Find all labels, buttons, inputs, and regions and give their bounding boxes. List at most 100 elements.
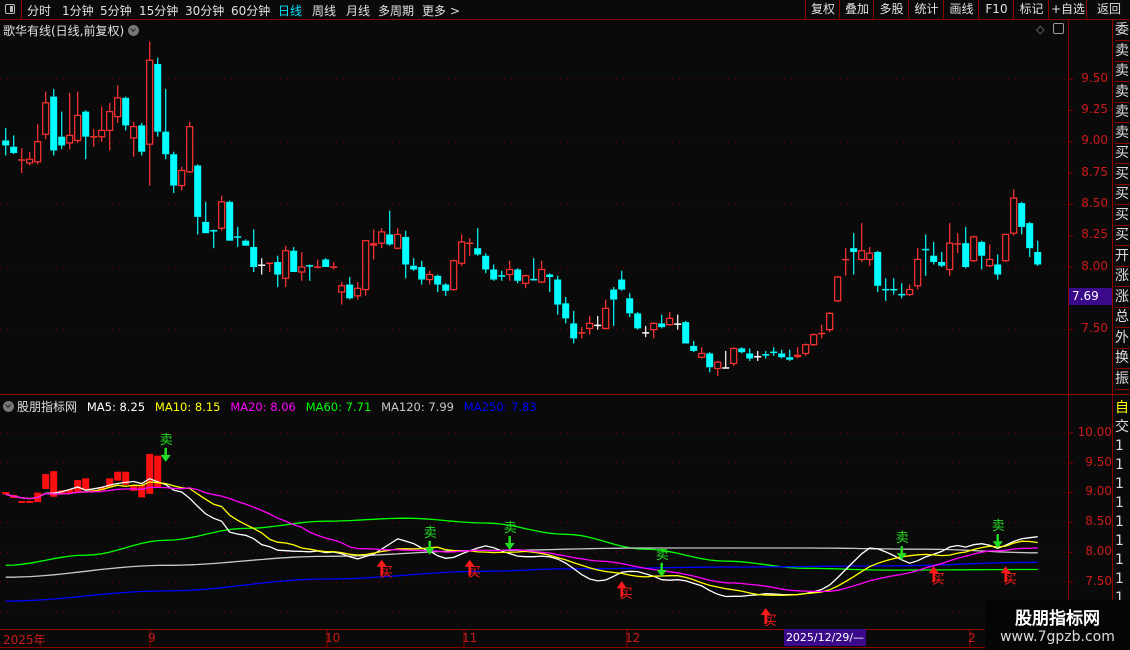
- indicator-legend: 股朋指标网 MA5: 8.25 MA10: 8.15 MA20: 8.06 MA…: [3, 398, 543, 415]
- tab-multi-period[interactable]: 多周期: [378, 4, 415, 18]
- candle-body: [746, 353, 754, 359]
- candle: [858, 223, 866, 262]
- tab-monthly[interactable]: 月线: [346, 4, 371, 18]
- tab-15min[interactable]: 15分钟: [139, 4, 179, 18]
- candle-body: [946, 242, 954, 271]
- candle: [786, 349, 794, 361]
- y-tick: 7.50: [1085, 574, 1112, 588]
- tab-weekly[interactable]: 周线: [312, 4, 337, 18]
- candle-body: [202, 221, 210, 234]
- candle-body: [914, 258, 922, 287]
- info-tab[interactable]: 买: [1115, 184, 1130, 205]
- candle-body: [754, 355, 762, 358]
- chevron-down-icon[interactable]: [128, 25, 140, 36]
- back-button[interactable]: 返回: [1086, 0, 1130, 19]
- statistics-button[interactable]: 统计: [908, 0, 944, 19]
- candle-body: [738, 348, 746, 353]
- candle: [626, 293, 634, 318]
- candle: [554, 275, 562, 315]
- candle: [922, 234, 930, 276]
- candle-body: [658, 323, 666, 328]
- info-tab[interactable]: 外: [1115, 328, 1130, 349]
- layout-toggle-icon[interactable]: [0, 0, 22, 19]
- chevron-down-icon[interactable]: [3, 401, 14, 412]
- right-info-strip[interactable]: 委卖卖卖卖卖买买买买买开涨涨总外换振自交1111111111: [1113, 20, 1130, 628]
- info-tab[interactable]: 买: [1115, 164, 1130, 185]
- candle-body: [858, 250, 866, 261]
- info-tab[interactable]: 换: [1115, 348, 1130, 369]
- tab-fenshi[interactable]: 分时: [27, 4, 52, 18]
- panel-toggle-icon[interactable]: [1053, 23, 1064, 34]
- candle: [50, 89, 58, 156]
- candle: [978, 240, 986, 270]
- candle-body: [682, 322, 690, 344]
- info-tab[interactable]: 涨: [1115, 287, 1130, 308]
- restore-rights-button[interactable]: 复权: [805, 0, 840, 19]
- candle: [114, 85, 122, 123]
- candle-body: [690, 345, 698, 351]
- candle: [874, 250, 882, 293]
- info-tab[interactable]: 卖: [1115, 61, 1130, 82]
- candle: [186, 121, 194, 174]
- diamond-icon[interactable]: ◇: [1036, 23, 1045, 36]
- tab-30min[interactable]: 30分钟: [185, 4, 225, 18]
- candle-body: [490, 269, 498, 280]
- legend-ma120: MA120: 7.99: [381, 400, 454, 414]
- multi-stock-button[interactable]: 多股: [873, 0, 909, 19]
- info-tab[interactable]: 买: [1115, 205, 1130, 226]
- info-tab[interactable]: 卖: [1115, 82, 1130, 103]
- info-tab[interactable]: 卖: [1115, 41, 1130, 62]
- info-tab[interactable]: 涨: [1115, 266, 1130, 287]
- y-tick: 8.75: [1081, 165, 1108, 179]
- indicator-bar: [114, 471, 122, 481]
- sell-label: 卖: [656, 548, 669, 563]
- candle: [882, 278, 890, 301]
- draw-line-button[interactable]: 画线: [943, 0, 979, 19]
- candle-body: [674, 323, 682, 325]
- candle-body: [642, 332, 650, 334]
- overlay-button[interactable]: 叠加: [839, 0, 874, 19]
- info-tab[interactable]: 卖: [1115, 102, 1130, 123]
- candle: [386, 210, 394, 246]
- info-tab[interactable]: 振: [1115, 369, 1130, 390]
- indicator-bar: [50, 471, 58, 497]
- buy-label: 买: [932, 572, 945, 587]
- info-tab[interactable]: 卖: [1115, 123, 1130, 144]
- tab-more[interactable]: 更多 >: [422, 4, 460, 18]
- candle-body: [898, 293, 906, 296]
- candle-body: [50, 96, 58, 151]
- candle-body: [354, 287, 362, 297]
- candle: [994, 254, 1002, 280]
- indicator-bar: [18, 500, 26, 503]
- info-tab[interactable]: 委: [1115, 20, 1130, 41]
- candle-body: [602, 307, 610, 329]
- y-tick: 9.50: [1085, 455, 1112, 469]
- info-value: 1: [1115, 495, 1124, 511]
- info-tab[interactable]: 买: [1115, 225, 1130, 246]
- candle: [450, 259, 458, 291]
- info-tab[interactable]: 开: [1115, 246, 1130, 267]
- arrow-down-icon: [424, 547, 435, 555]
- info-tab[interactable]: 总: [1115, 307, 1130, 328]
- y-tick: 8.50: [1085, 514, 1112, 528]
- indicator-grid: [0, 432, 1068, 613]
- candle: [770, 347, 778, 356]
- candle: [218, 195, 226, 231]
- candle: [34, 124, 42, 165]
- indicator-bar: [82, 478, 90, 491]
- mark-button[interactable]: 标记: [1013, 0, 1049, 19]
- tab-1min[interactable]: 1分钟: [62, 4, 94, 18]
- tab-60min[interactable]: 60分钟: [231, 4, 271, 18]
- candle: [418, 260, 426, 285]
- tab-5min[interactable]: 5分钟: [100, 4, 132, 18]
- info-value: 1: [1115, 552, 1124, 568]
- candle: [442, 283, 450, 296]
- candle: [866, 246, 874, 266]
- candle-body: [842, 258, 850, 261]
- f10-button[interactable]: F10: [978, 0, 1014, 19]
- tab-daily[interactable]: 日线: [278, 4, 303, 18]
- info-tab[interactable]: 买: [1115, 143, 1130, 164]
- candle: [522, 274, 530, 289]
- add-watchlist-button[interactable]: +自选: [1048, 0, 1087, 19]
